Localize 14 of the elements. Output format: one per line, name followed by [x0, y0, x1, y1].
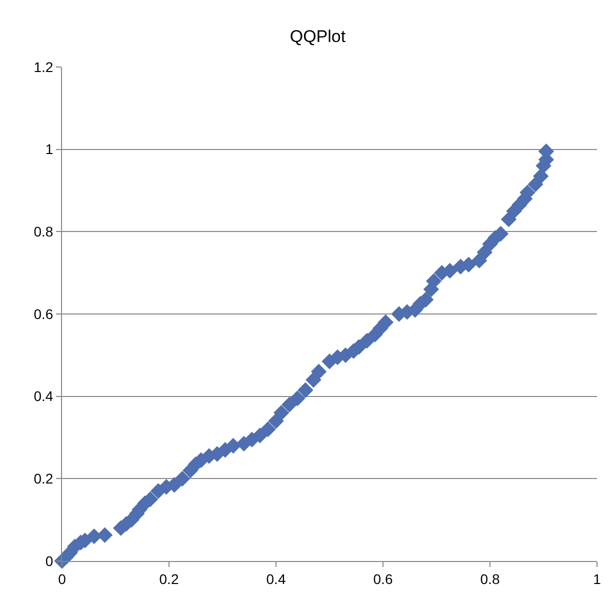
y-tick-label: 0.8 [34, 224, 54, 240]
x-tick-label: 0 [58, 570, 66, 587]
x-tick-label: 0.6 [373, 570, 393, 587]
x-tick-label: 1 [593, 570, 602, 587]
y-tick-label: 0.2 [34, 470, 54, 487]
y-tick-label: 1 [45, 141, 54, 158]
x-tick-label: 0.4 [266, 570, 286, 587]
y-tick-label: 0.4 [34, 388, 54, 404]
y-tick-label: 0.6 [34, 306, 54, 322]
chart-title: QQPlot [290, 26, 346, 46]
y-tick-label: 1.2 [34, 58, 54, 75]
x-tick-label: 0.2 [159, 570, 179, 587]
y-tick-label: 0 [45, 552, 54, 569]
x-tick-label: 0.8 [480, 570, 500, 587]
